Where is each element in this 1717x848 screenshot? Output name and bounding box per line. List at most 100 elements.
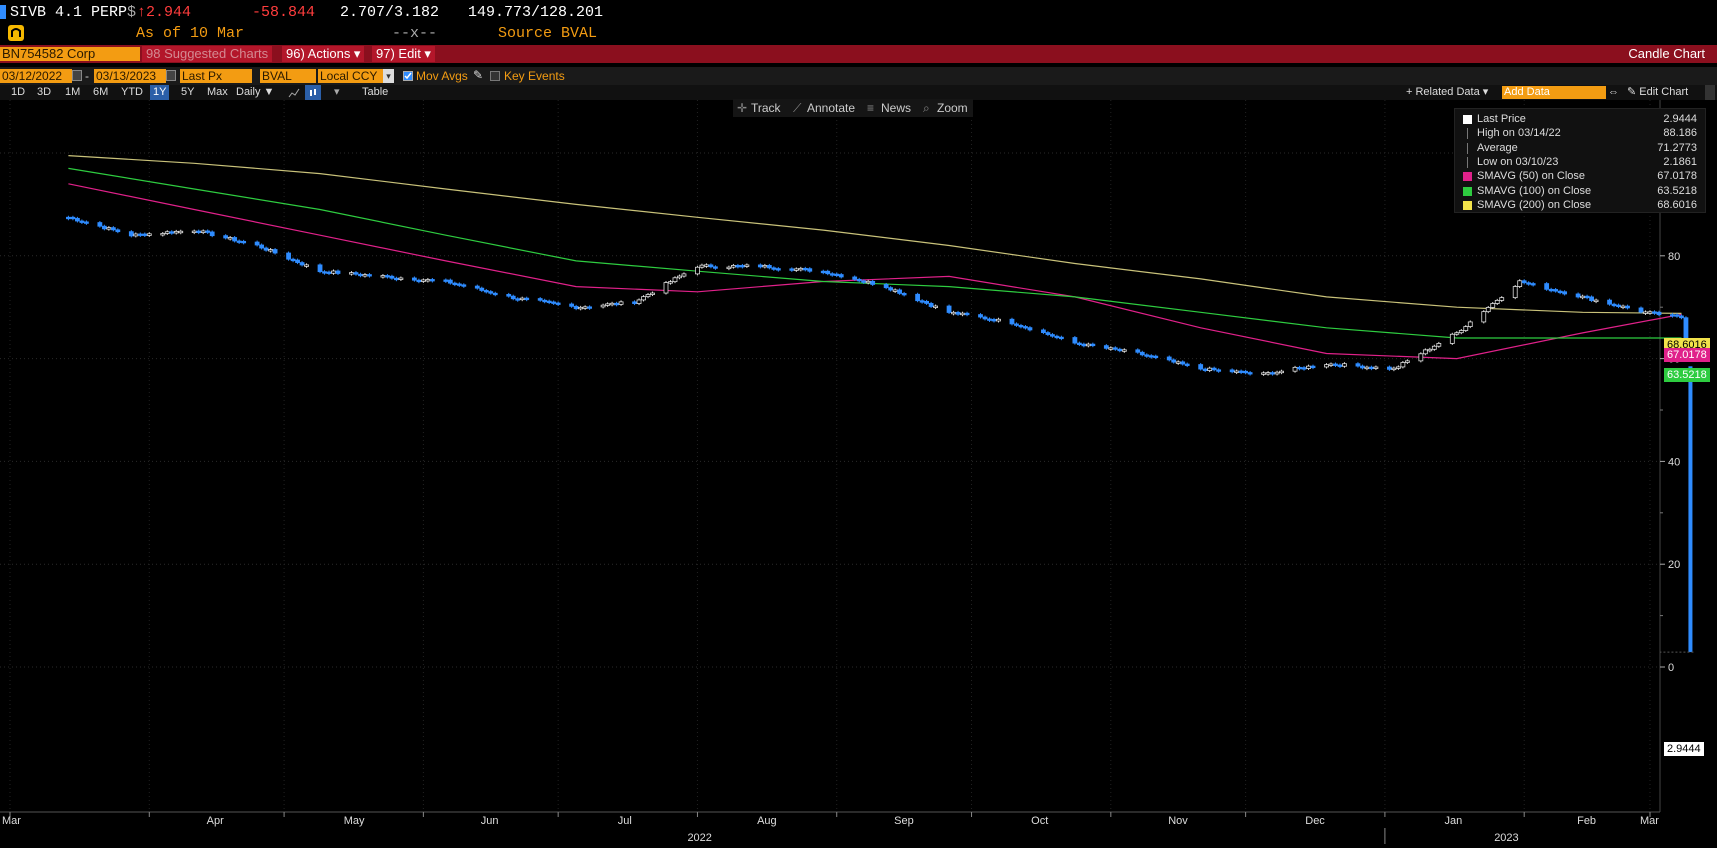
period-button-1y[interactable]: 1Y: [150, 85, 170, 100]
price-candle: [461, 284, 467, 287]
price-candle: [268, 249, 274, 252]
price-candle: [888, 287, 894, 291]
price-candle: [1090, 343, 1096, 347]
scrollbar[interactable]: [1705, 85, 1715, 100]
price-candle: [385, 275, 390, 278]
suggested-charts-button[interactable]: 98 Suggested Charts: [142, 46, 273, 62]
bloomberg-icon[interactable]: [8, 25, 24, 41]
tool-track[interactable]: Track: [751, 101, 781, 115]
legend-row[interactable]: Last Price 2.9444: [1455, 112, 1705, 126]
tool-news[interactable]: News: [881, 101, 912, 115]
period-button-1m[interactable]: 1M: [65, 86, 81, 98]
calendar-icon[interactable]: [166, 70, 176, 81]
table-button[interactable]: Table: [362, 86, 389, 98]
x-tick-label: Jul: [618, 815, 632, 827]
price-candle: [897, 289, 903, 294]
x-tick-label: Jun: [481, 815, 499, 827]
period-button-6m[interactable]: 6M: [93, 86, 109, 98]
actions-menu[interactable]: 96) Actions ▾: [282, 46, 365, 62]
price-candle: [1625, 305, 1630, 309]
chevron-down-icon[interactable]: ▾: [334, 86, 340, 98]
period-button-5y[interactable]: 5Y: [181, 86, 195, 98]
price-candle: [1652, 311, 1657, 314]
price-candle: [1121, 349, 1127, 352]
ticker[interactable]: SIVB 4.1 PERP: [10, 4, 128, 21]
tool-zoom[interactable]: Zoom: [937, 101, 968, 115]
period-button-ytd[interactable]: YTD: [121, 86, 143, 98]
mov-avgs-checkbox[interactable]: [403, 71, 413, 81]
dash-x: --x--: [392, 25, 438, 42]
security-field[interactable]: BN754582 Corp: [0, 47, 140, 61]
add-data-input[interactable]: Add Data: [1502, 86, 1606, 99]
frequency-selector[interactable]: Daily ▼: [236, 86, 275, 98]
expand-icon[interactable]: ⇔: [1608, 86, 1619, 98]
price-candle: [1274, 371, 1280, 375]
legend-swatch: [1467, 142, 1468, 154]
price-candle: [1611, 303, 1617, 307]
legend-label: High on 03/14/22: [1477, 127, 1561, 140]
mov-avgs-label[interactable]: Mov Avgs: [416, 69, 468, 83]
legend-row[interactable]: SMAVG (100) on Close 63.5218: [1455, 184, 1705, 198]
price-candle: [286, 252, 291, 260]
price-candle: [537, 298, 543, 301]
key-events-checkbox[interactable]: [490, 71, 500, 81]
edit-menu[interactable]: 97) Edit ▾: [372, 46, 435, 62]
price-candle: [506, 294, 512, 297]
x-tick-label: Aug: [757, 815, 777, 827]
price-candle: [1144, 354, 1150, 357]
start-date-field[interactable]: 03/12/2022: [0, 69, 72, 83]
legend-row[interactable]: Low on 03/10/23 2.1861: [1455, 155, 1705, 169]
price-candle: [1553, 289, 1559, 292]
price-candle: [1041, 329, 1046, 333]
price-candle: [110, 227, 116, 231]
chevron-down-icon[interactable]: ▾: [383, 69, 394, 83]
period-button-3d[interactable]: 3D: [37, 86, 52, 98]
price-candle: [1234, 370, 1240, 373]
price-candle: [66, 216, 71, 220]
x-tick-label: Mar: [2, 815, 21, 827]
period-button-1d[interactable]: 1D: [11, 86, 26, 98]
price-candle: [510, 295, 516, 300]
price-candle: [1009, 318, 1015, 325]
price-candle: [614, 302, 619, 306]
quote-subheader: As of 10 Mar --x-- Source BVAL: [0, 22, 1717, 44]
price-candle: [416, 279, 422, 283]
key-events-label[interactable]: Key Events: [504, 69, 565, 83]
price-candle: [335, 270, 341, 274]
price-candle: [137, 233, 143, 236]
tool-annotate[interactable]: Annotate: [807, 101, 856, 115]
price-candle: [641, 296, 646, 301]
legend-row[interactable]: High on 03/14/22 88.186: [1455, 126, 1705, 140]
track-icon: ✛: [737, 101, 748, 115]
candle-icon[interactable]: [305, 85, 321, 100]
price-candle: [829, 273, 835, 276]
price-candle: [672, 277, 678, 283]
price-candle: [389, 275, 395, 279]
legend-row[interactable]: SMAVG (50) on Close 67.0178: [1455, 169, 1705, 183]
quote-header: SIVB 4.1 PERP $ ↑ 2.944 -58.844 2.707/3.…: [0, 0, 1717, 22]
period-button-max[interactable]: Max: [207, 86, 228, 98]
price-candle: [209, 231, 215, 237]
legend-row[interactable]: Average 71.2773: [1455, 141, 1705, 155]
calendar-icon[interactable]: [72, 70, 82, 81]
pencil-icon[interactable]: ✎: [473, 68, 484, 82]
line-chart-icon[interactable]: [288, 85, 300, 100]
field-selector[interactable]: Last Px: [180, 69, 252, 83]
edit-chart-button[interactable]: ✎ Edit Chart: [1627, 86, 1689, 98]
currency-selector[interactable]: Local CCY: [318, 69, 394, 83]
price-candle: [1247, 372, 1253, 375]
price-chart[interactable]: 100806040200MarAprMayJunJulAugSepOctNovD…: [0, 100, 1717, 848]
price-candle: [191, 230, 197, 233]
price-candle: [1589, 296, 1594, 301]
price-candle: [236, 240, 242, 243]
legend-row[interactable]: SMAVG (200) on Close 68.6016: [1455, 198, 1705, 212]
price-candle: [820, 270, 826, 274]
source-selector[interactable]: BVAL: [260, 69, 316, 83]
price-candle: [856, 278, 862, 282]
sma50-tag: 67.0178: [1664, 348, 1710, 362]
price-candle: [1467, 321, 1473, 327]
end-date-field[interactable]: 03/13/2023: [94, 69, 166, 83]
price-candle: [1166, 356, 1172, 361]
legend-label: SMAVG (50) on Close: [1477, 170, 1586, 183]
related-data-menu[interactable]: + Related Data ▾: [1406, 86, 1489, 98]
